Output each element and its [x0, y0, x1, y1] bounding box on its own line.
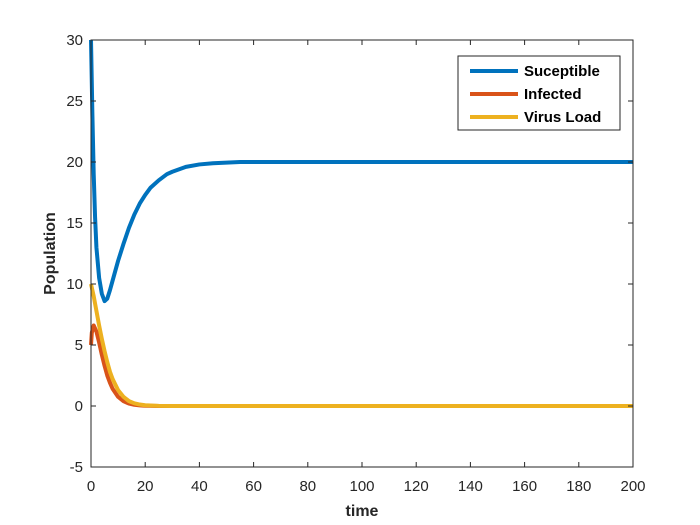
- x-tick-label: 140: [458, 478, 483, 495]
- y-tick-label: -5: [70, 459, 83, 476]
- y-tick-label: 0: [75, 398, 83, 415]
- x-tick-label: 20: [137, 478, 154, 495]
- series-line-virus-load: [89, 283, 633, 408]
- y-tick-label: 25: [66, 93, 83, 110]
- x-tick-label: 200: [620, 478, 645, 495]
- x-tick-label: 40: [191, 478, 208, 495]
- axes-layer: 0 20 40 60 80 100 120 140 160 180 200-505101520253…: [66, 32, 645, 495]
- series-line-suceptible: [89, 39, 633, 304]
- legend-label-virus-load: Virus Load: [524, 109, 601, 126]
- y-axis-title: Population: [42, 212, 59, 295]
- y-tick-label: 10: [66, 276, 83, 293]
- legend: Suceptible Infected Virus Load: [457, 55, 621, 131]
- y-tick-label: 30: [66, 32, 83, 49]
- y-tick-label: 15: [66, 215, 83, 232]
- legend-label-infected: Infected: [524, 86, 582, 103]
- x-tick-label: 160: [512, 478, 537, 495]
- x-tick-label: 0: [87, 478, 95, 495]
- x-axis-title: time: [346, 503, 379, 520]
- y-tick-label: 20: [66, 154, 83, 171]
- legend-label-suceptible: Suceptible: [524, 63, 600, 80]
- x-tick-label: 100: [349, 478, 374, 495]
- x-tick-label: 60: [245, 478, 262, 495]
- series-layer: [89, 39, 633, 408]
- x-tick-label: 80: [299, 478, 316, 495]
- x-tick-label: 120: [404, 478, 429, 495]
- x-tick-label: 180: [566, 478, 591, 495]
- y-tick-label: 5: [75, 337, 83, 354]
